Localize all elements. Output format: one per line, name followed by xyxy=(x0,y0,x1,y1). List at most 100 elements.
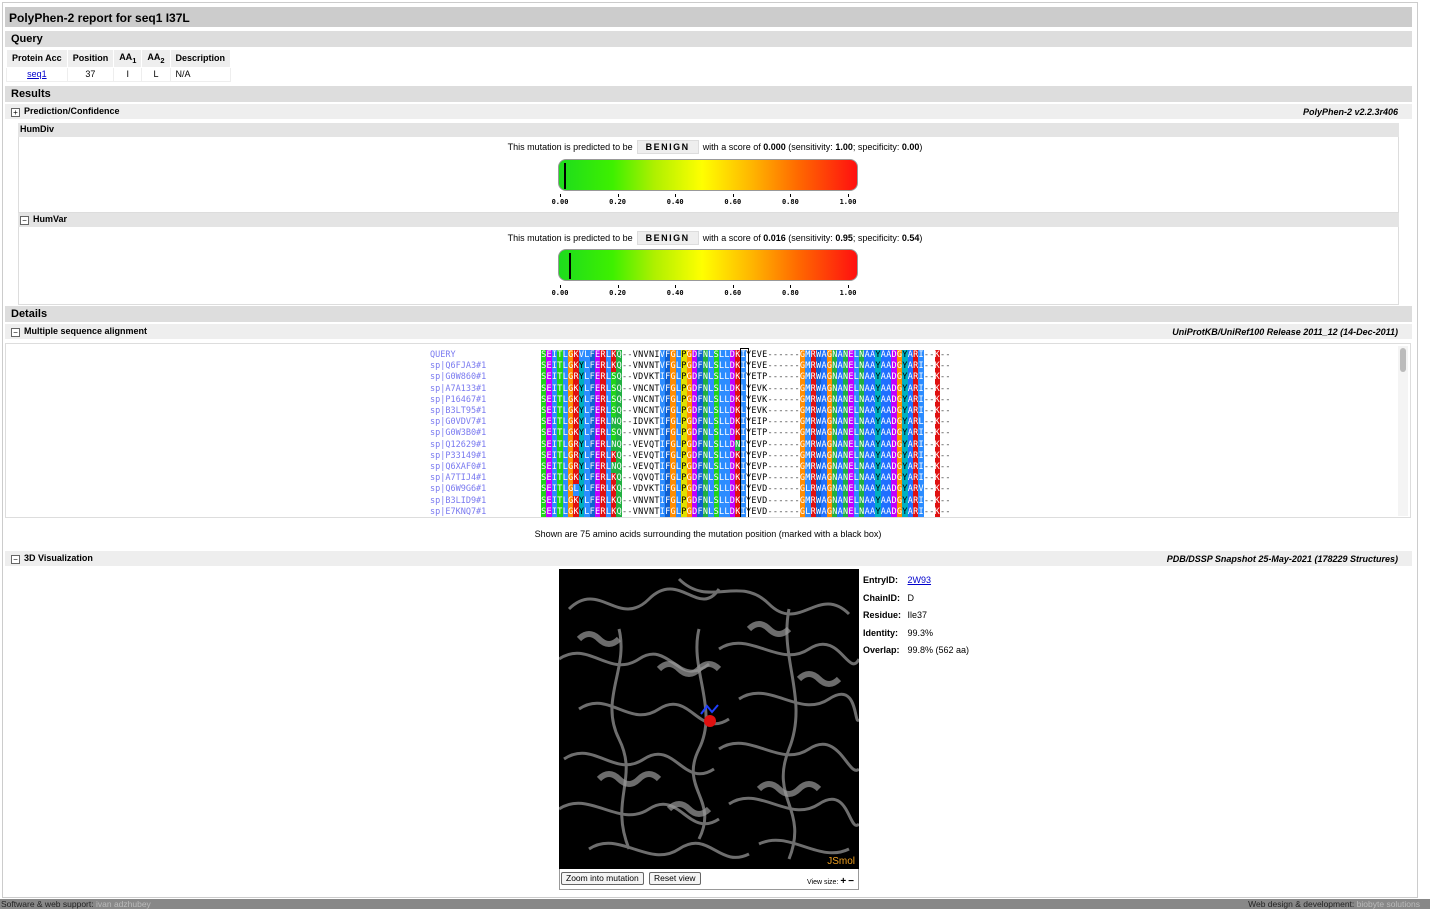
msa-scrollbar-thumb[interactable] xyxy=(1400,348,1406,372)
footer-left-name[interactable]: ivan adzhubey xyxy=(95,899,151,909)
expand-icon[interactable]: + xyxy=(11,108,20,117)
humvar-prediction-text: This mutation is predicted to be BENIGN wi… xyxy=(0,231,1430,245)
footer-right-label: Web design & development: xyxy=(1248,899,1355,909)
query-table: Protein Acc Position AA1 AA2 Description… xyxy=(6,49,232,82)
humvar-sensitivity: 0.95 xyxy=(835,233,853,243)
gauge-tick-label: 0.60 xyxy=(724,198,742,206)
msa-row-id[interactable]: sp|E7KNQ7#1 xyxy=(430,506,487,517)
prediction-header: + Prediction/Confidence PolyPhen-2 v2.2.3… xyxy=(5,104,1412,119)
gauge-tick xyxy=(617,194,619,197)
jsmol-brand: JSmol xyxy=(827,856,855,867)
cell-position: 37 xyxy=(66,66,115,82)
humdiv-score: 0.000 xyxy=(763,142,786,152)
humdiv-text-before: This mutation is predicted to be xyxy=(507,142,633,152)
gauge-tick xyxy=(560,194,561,197)
humvar-gauge-ticks: 0.00 0.20 0.40 0.60 0.80 1.00 xyxy=(552,285,862,301)
protein-acc-link[interactable]: seq1 xyxy=(27,69,47,80)
gauge-tick-label: 1.00 xyxy=(839,289,857,297)
msa-row-id[interactable]: sp|Q6W9G6#1 xyxy=(430,484,487,495)
query-row: seq1 37 I L N/A xyxy=(6,66,232,82)
cell-protein-acc: seq1 xyxy=(6,66,68,82)
plus-icon[interactable]: + xyxy=(840,876,847,887)
humdiv-sensitivity: 1.00 xyxy=(835,142,853,152)
msa-row-id[interactable]: sp|P16467#1 xyxy=(430,394,487,405)
footer-right-name[interactable]: biobyte solutions xyxy=(1356,899,1420,909)
collapse-icon[interactable]: − xyxy=(11,328,20,337)
msa-row-id[interactable]: QUERY xyxy=(430,350,456,360)
viewer-controls: Zoom into mutation Reset view View size:… xyxy=(559,869,859,890)
msa-row-id[interactable]: sp|B3LT95#1 xyxy=(430,406,487,417)
msa-row-id[interactable]: sp|Q12629#1 xyxy=(430,439,487,450)
gauge-tick-label: 0.80 xyxy=(781,289,799,297)
structure-info-row: ChainID: D xyxy=(863,590,969,608)
msa-row-sequence: SEITLGRYLFERLNQ--VEVQTIFGLPGDFNLSLLDKIYE… xyxy=(541,462,951,474)
structure-info-key: Residue: xyxy=(863,610,902,620)
humdiv-gauge-ticks: 0.00 0.20 0.40 0.60 0.80 1.00 xyxy=(552,194,862,210)
msa-row-sequence: SEITLGRYLFERLSQ--VDVKTIFGLPGDFNLSLLDKIYE… xyxy=(541,372,951,384)
humvar-text-sens: (sensitivity: xyxy=(788,233,833,243)
humdiv-text-score: with a score of xyxy=(702,142,761,152)
msa-scrollbar[interactable] xyxy=(1398,346,1408,516)
col-protein-acc: Protein Acc xyxy=(6,49,68,68)
gauge-tick xyxy=(560,285,561,288)
msa-source: UniProtKB/UniRef100 Release 2011_12 (14-… xyxy=(1172,327,1398,337)
structure-info-value: Ile37 xyxy=(907,610,928,620)
gauge-tick xyxy=(790,194,792,197)
gauge-tick-label: 0.20 xyxy=(609,289,627,297)
structure-info-row: Residue: Ile37 xyxy=(863,607,969,625)
msa-sequence-column: SEITLGKVLFERLKQ--VNVNIVFGLPGDFNLSLLDKIYE… xyxy=(541,350,951,517)
msa-row-id[interactable]: sp|A7TIJ4#1 xyxy=(430,473,487,484)
footer-left: Software & web support: ivan adzhubey xyxy=(1,899,151,909)
reset-view-button[interactable]: Reset view xyxy=(649,872,701,885)
gauge-tick-label: 0.60 xyxy=(724,289,742,297)
col-position: Position xyxy=(66,49,115,68)
minus-icon[interactable]: − xyxy=(848,876,854,887)
footer: Software & web support: ivan adzhubey We… xyxy=(0,899,1430,909)
msa-row-sequence: SEITLGKYLFERLSQ--VNCNTVFGLPGDFNLSLLDKLYE… xyxy=(541,394,951,407)
humvar-text-score: with a score of xyxy=(702,233,761,243)
results-section-header: Results xyxy=(5,86,1412,102)
mutation-residue xyxy=(700,704,719,727)
footer-left-label: Software & web support: xyxy=(1,899,94,909)
humdiv-text-sens: (sensitivity: xyxy=(788,142,833,152)
viz-label: 3D Visualization xyxy=(24,553,93,563)
msa-row-id[interactable]: sp|Q6XAF0#1 xyxy=(430,462,487,473)
humdiv-label: HumDiv xyxy=(20,124,55,134)
report-frame xyxy=(2,2,1418,898)
msa-row-id[interactable]: sp|A7A133#1 xyxy=(430,383,487,394)
col-aa1: AA1 xyxy=(113,49,143,68)
msa-row-id[interactable]: sp|Q6FJA3#1 xyxy=(430,361,487,372)
humvar-score-gauge xyxy=(558,249,858,281)
humdiv-panel xyxy=(18,137,1399,213)
collapse-icon[interactable]: − xyxy=(11,555,20,564)
msa-row-sequence: SEITLGKYLFERLKQ--VNVNTIFGLPGDFNLSLLDKIYE… xyxy=(541,495,951,507)
structure-info-value: 99.8% (562 aa) xyxy=(907,645,970,655)
footer-right: Web design & development: biobyte soluti… xyxy=(1248,899,1420,909)
col-aa2: AA2 xyxy=(141,49,171,68)
page-title: PolyPhen-2 report for seq1 I37L xyxy=(5,7,1412,27)
humvar-score-marker xyxy=(568,253,571,279)
jsmol-viewer[interactable]: JSmol xyxy=(559,569,859,869)
msa-row-id[interactable]: sp|G0W3B0#1 xyxy=(430,428,487,439)
structure-info-key: EntryID: xyxy=(863,575,899,585)
msa-id-column: QUERY sp|Q6FJA3#1 sp|G0W860#1 sp|A7A133#1 sp… xyxy=(430,350,487,517)
msa-row-sequence: SEITLGKVLFERLKQ--VNVNIVFGLPGDFNLSLLDKIYE… xyxy=(541,350,951,362)
gauge-tick-label: 0.40 xyxy=(666,289,684,297)
entry-id-link[interactable]: 2W93 xyxy=(907,575,932,585)
gauge-tick xyxy=(732,194,734,197)
query-header-row: Protein Acc Position AA1 AA2 Description xyxy=(6,49,232,68)
msa-row-id[interactable]: sp|B3LID9#1 xyxy=(430,495,487,506)
msa-row-id[interactable]: sp|G0VDV7#1 xyxy=(430,417,487,428)
gauge-tick xyxy=(790,285,792,288)
gauge-tick xyxy=(617,285,619,288)
humdiv-text-spec: ; specificity: xyxy=(852,142,900,152)
humvar-score: 0.016 xyxy=(763,233,786,243)
msa-row-id[interactable]: sp|G0W860#1 xyxy=(430,372,487,383)
gauge-tick xyxy=(675,194,677,197)
msa-row-id[interactable]: sp|P33149#1 xyxy=(430,450,487,461)
humdiv-prediction-badge: BENIGN xyxy=(636,140,699,154)
zoom-into-mutation-button[interactable]: Zoom into mutation xyxy=(561,872,644,885)
collapse-icon[interactable]: − xyxy=(20,216,29,225)
protein-structure-render xyxy=(559,577,859,860)
msa-viewer[interactable]: QUERY sp|Q6FJA3#1 sp|G0W860#1 sp|A7A133#1 sp… xyxy=(5,343,1411,518)
